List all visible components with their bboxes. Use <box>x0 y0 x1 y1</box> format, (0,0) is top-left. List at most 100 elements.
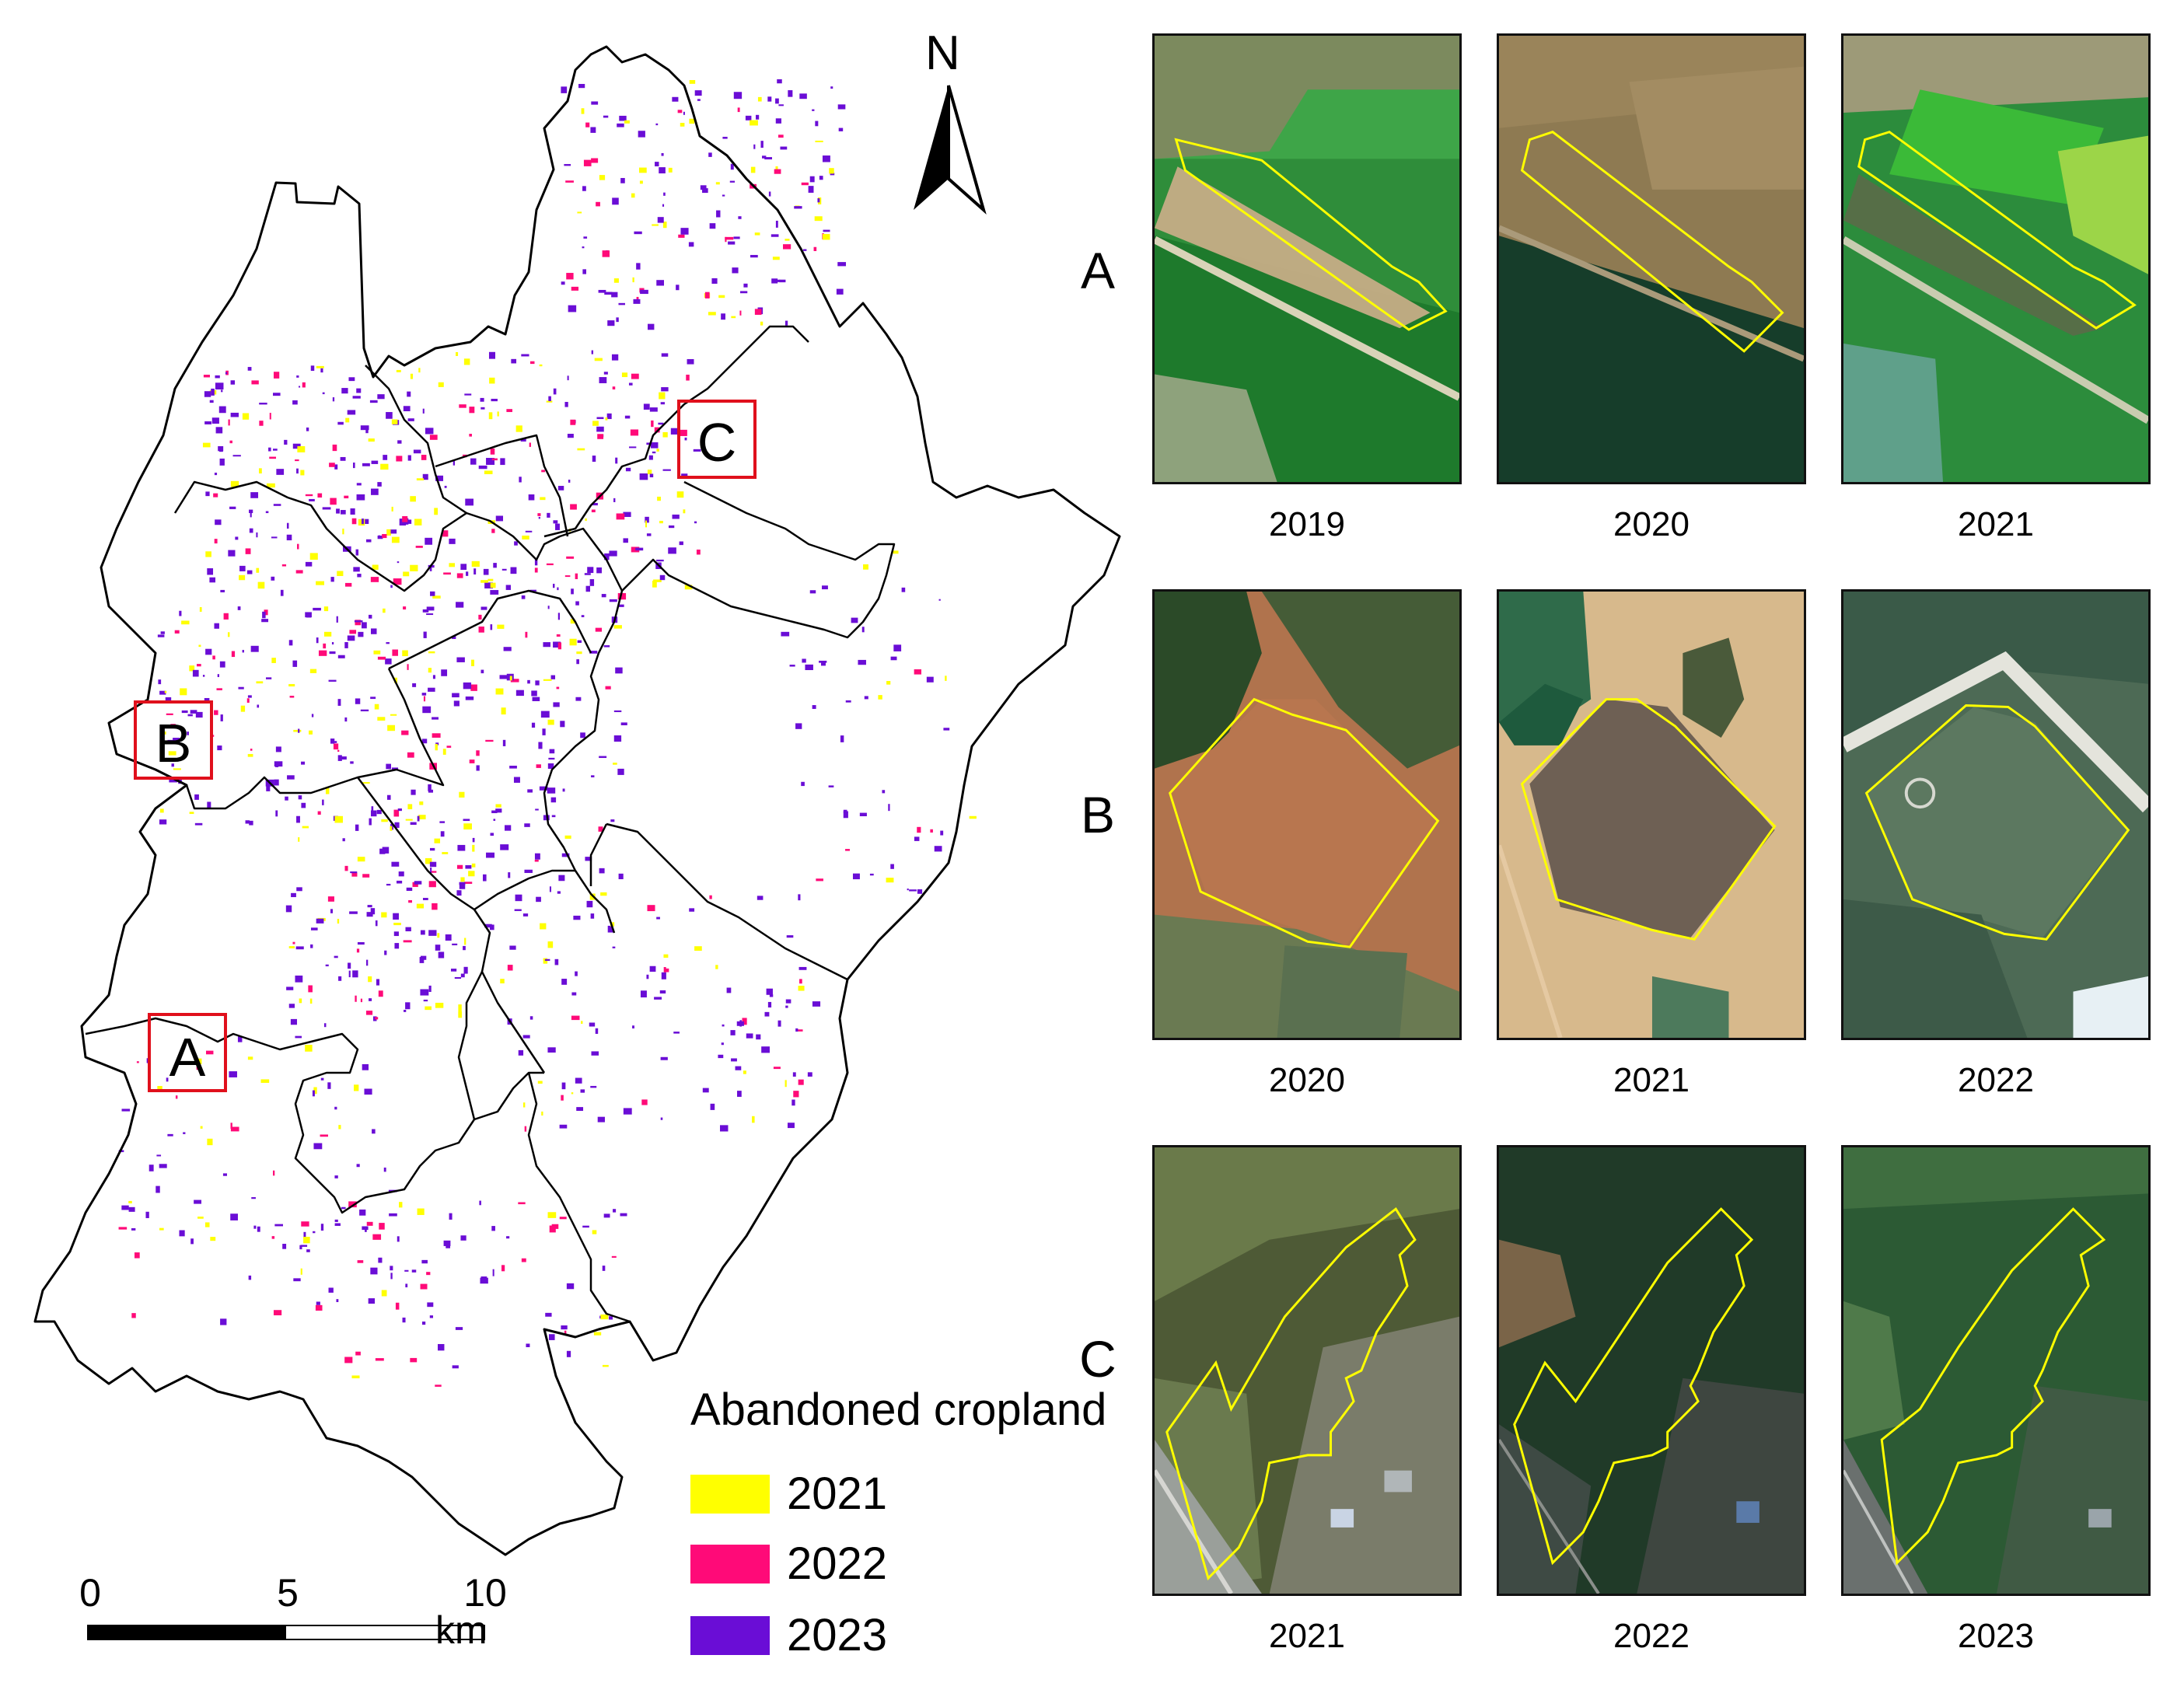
cropland-patch <box>767 96 772 102</box>
cropland-patch <box>327 896 334 902</box>
cropland-patch <box>858 659 866 665</box>
cropland-patch <box>360 425 369 431</box>
cropland-patch <box>661 387 669 392</box>
panel-year: 2021 <box>1958 505 2034 543</box>
cropland-patch <box>302 382 306 388</box>
cropland-patch <box>580 732 585 739</box>
cropland-patch <box>207 568 214 575</box>
cropland-patch <box>696 549 701 555</box>
cropland-patch <box>796 1029 803 1032</box>
cropland-patch <box>316 365 324 368</box>
cropland-patch <box>561 86 568 93</box>
cropland-patch <box>362 874 370 878</box>
cropland-patch <box>128 1200 132 1204</box>
cropland-patch <box>553 641 561 648</box>
cropland-patch <box>296 468 299 474</box>
cropland-patch <box>457 844 466 851</box>
cropland-patch <box>767 1001 772 1008</box>
cropland-patch <box>617 768 624 775</box>
cropland-patch <box>882 790 886 794</box>
cropland-patch <box>341 388 348 394</box>
cropland-patch <box>570 419 576 425</box>
cropland-patch <box>575 971 578 976</box>
cropland-patch <box>567 434 574 438</box>
cropland-patch <box>636 263 641 270</box>
cropland-patch <box>556 686 560 690</box>
cropland-patch <box>917 889 923 894</box>
cropland-patch <box>422 408 425 414</box>
cropland-patch <box>256 532 258 538</box>
cropland-patch <box>585 585 591 592</box>
cropland-patch <box>581 1021 583 1025</box>
cropland-patch <box>617 592 627 600</box>
cropland-patch <box>301 802 306 808</box>
cropland-patch <box>251 380 259 385</box>
cropland-patch <box>668 525 675 529</box>
cropland-patch <box>356 1164 360 1168</box>
cropland-patch <box>754 232 760 236</box>
cropland-patch <box>471 863 476 868</box>
cropland-patch <box>292 400 298 405</box>
panel-year: 2023 <box>1958 1617 2034 1655</box>
cropland-patch <box>611 354 619 361</box>
cropland-patch <box>750 166 756 173</box>
legend-item-2021: 2021 <box>690 1468 887 1520</box>
cropland-patch <box>245 548 251 554</box>
cropland-patch <box>382 533 387 539</box>
cropland-patch <box>596 201 600 207</box>
cropland-patch <box>167 1133 173 1137</box>
cropland-patch <box>336 1299 339 1303</box>
cropland-patch <box>170 724 176 728</box>
scale-segment-white <box>285 1625 485 1640</box>
site-box-A: A <box>148 1013 227 1092</box>
cropland-patch <box>730 163 734 170</box>
cropland-patch <box>661 152 664 156</box>
cropland-patch <box>814 216 823 222</box>
cropland-patch <box>398 871 404 877</box>
cropland-patch <box>687 358 694 365</box>
cropland-patch <box>798 986 805 991</box>
cropland-patch <box>660 1056 668 1060</box>
cropland-patch <box>798 966 807 970</box>
panel-year: 2022 <box>1613 1617 1690 1655</box>
cropland-patch <box>159 690 166 695</box>
cropland-patch <box>617 604 624 607</box>
cropland-patch <box>649 407 658 412</box>
cropland-patch <box>561 979 568 985</box>
cropland-patch <box>509 945 516 950</box>
cropland-patch <box>534 859 539 862</box>
cropland-patch <box>456 864 463 869</box>
cropland-patch <box>766 988 773 995</box>
cropland-patch <box>386 794 391 800</box>
cropland-patch <box>357 1260 364 1263</box>
cropland-patch <box>173 738 180 743</box>
cropland-patch <box>678 234 685 238</box>
cropland-patch <box>534 567 538 573</box>
cropland-patch <box>743 283 748 288</box>
cropland-patch <box>750 120 758 126</box>
cropland-patch <box>679 541 683 546</box>
cropland-patch <box>430 867 432 874</box>
cropland-patch <box>240 705 246 712</box>
cropland-patch <box>211 417 219 424</box>
cropland-patch <box>259 402 267 405</box>
cropland-patch <box>788 90 793 97</box>
cropland-patch <box>449 1213 453 1220</box>
cropland-patch <box>851 617 858 623</box>
cropland-patch <box>423 696 426 702</box>
cropland-patch <box>697 99 701 101</box>
cropland-patch <box>581 615 585 617</box>
cropland-patch <box>459 884 466 889</box>
cropland-patch <box>639 473 648 480</box>
cropland-patch <box>356 483 362 486</box>
cropland-patch <box>738 216 742 219</box>
cropland-patch <box>845 849 850 851</box>
cropland-patch <box>351 1375 360 1379</box>
cropland-patch <box>273 372 280 379</box>
cropland-patch <box>348 377 355 382</box>
cropland-patch <box>336 616 338 623</box>
cropland-patch <box>529 361 535 365</box>
cropland-patch <box>501 707 506 715</box>
cropland-patch <box>271 576 275 581</box>
cropland-patch <box>309 730 313 735</box>
